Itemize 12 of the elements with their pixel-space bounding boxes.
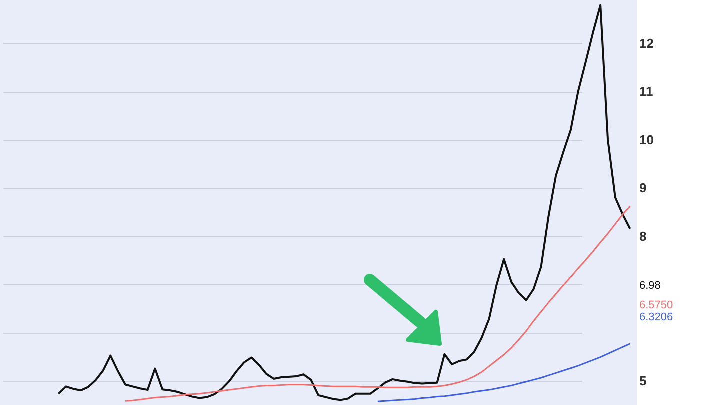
line-series <box>58 4 632 402</box>
y-tick-label: 10 <box>640 132 654 148</box>
y-tick-label: 9 <box>640 180 647 196</box>
line-series <box>377 343 632 402</box>
line-series <box>124 206 632 402</box>
y-tick-label: 6.5750 <box>640 299 674 312</box>
y-tick-label: 6.98 <box>640 280 661 292</box>
y-tick-label: 12 <box>640 36 654 51</box>
y-tick-label: 8 <box>640 228 647 244</box>
y-tick-label: 11 <box>640 84 654 100</box>
y-tick-label: 5 <box>640 373 647 388</box>
y-tick-label: 6.3206 <box>640 312 674 324</box>
